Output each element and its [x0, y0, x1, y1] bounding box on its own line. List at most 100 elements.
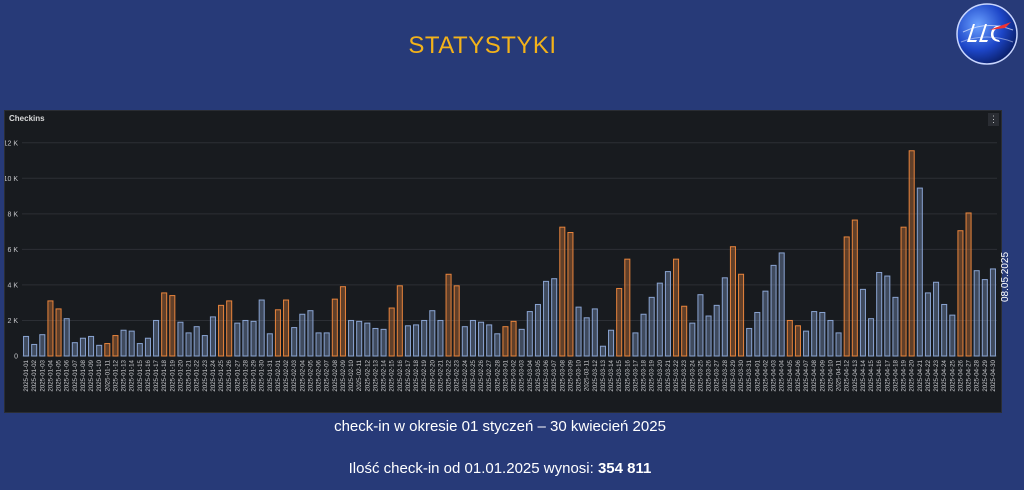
- bar-2025-04-15[interactable]: [868, 318, 875, 357]
- bar-2025-03-06[interactable]: [543, 280, 550, 357]
- bar-2025-03-23[interactable]: [681, 305, 688, 357]
- bar-2025-01-24[interactable]: [209, 316, 216, 357]
- bar-2025-03-31[interactable]: [746, 327, 753, 357]
- bar-2025-02-07[interactable]: [323, 332, 330, 357]
- bar-2025-04-20[interactable]: [908, 150, 915, 357]
- bar-2025-01-02[interactable]: [31, 343, 38, 357]
- bar-2025-04-27[interactable]: [965, 212, 972, 357]
- bar-2025-03-15[interactable]: [616, 287, 623, 357]
- bar-2025-04-01[interactable]: [754, 311, 761, 357]
- bar-2025-03-04[interactable]: [526, 311, 533, 357]
- bar-2025-03-13[interactable]: [599, 345, 606, 357]
- bar-2025-01-19[interactable]: [169, 295, 176, 357]
- bar-2025-04-11[interactable]: [835, 332, 842, 357]
- bar-2025-01-03[interactable]: [39, 334, 46, 357]
- bar-2025-01-07[interactable]: [71, 342, 78, 357]
- panel-menu-icon[interactable]: ⋮: [988, 113, 999, 126]
- bar-2025-03-14[interactable]: [608, 329, 615, 357]
- bar-2025-02-23[interactable]: [453, 285, 460, 357]
- bar-2025-04-25[interactable]: [949, 314, 956, 357]
- bar-2025-04-14[interactable]: [859, 288, 866, 357]
- bar-2025-03-21[interactable]: [664, 271, 671, 357]
- bar-2025-04-04[interactable]: [778, 252, 785, 357]
- bar-2025-03-30[interactable]: [738, 273, 745, 357]
- bar-2025-04-18[interactable]: [892, 296, 899, 357]
- bar-2025-04-29[interactable]: [981, 279, 988, 357]
- bar-2025-01-04[interactable]: [47, 300, 54, 357]
- bar-2025-04-07[interactable]: [803, 330, 810, 357]
- bar-2025-02-28[interactable]: [494, 333, 501, 357]
- bar-2025-03-11[interactable]: [583, 317, 590, 357]
- bar-2025-03-08[interactable]: [559, 226, 566, 357]
- bar-2025-01-01[interactable]: [23, 335, 30, 357]
- bar-2025-01-14[interactable]: [128, 330, 135, 357]
- bar-2025-03-10[interactable]: [575, 306, 582, 357]
- bar-2025-04-12[interactable]: [843, 236, 850, 357]
- bar-2025-01-29[interactable]: [250, 320, 257, 357]
- bar-2025-01-21[interactable]: [185, 332, 192, 357]
- bar-2025-02-11[interactable]: [356, 320, 363, 357]
- bar-2025-04-28[interactable]: [973, 270, 980, 357]
- bar-2025-02-21[interactable]: [437, 319, 444, 357]
- bar-2025-03-26[interactable]: [705, 315, 712, 357]
- bar-2025-02-09[interactable]: [339, 286, 346, 357]
- bar-2025-03-05[interactable]: [534, 303, 541, 357]
- bar-2025-01-15[interactable]: [136, 343, 143, 357]
- bar-2025-02-03[interactable]: [291, 327, 298, 357]
- bar-2025-03-01[interactable]: [502, 326, 509, 357]
- bar-2025-03-22[interactable]: [673, 258, 680, 357]
- bar-2025-03-29[interactable]: [729, 246, 736, 357]
- bar-2025-03-12[interactable]: [591, 308, 598, 357]
- bar-2025-01-16[interactable]: [144, 337, 151, 357]
- bar-2025-04-21[interactable]: [916, 187, 923, 357]
- bar-2025-01-18[interactable]: [161, 292, 168, 357]
- bar-2025-02-05[interactable]: [307, 310, 314, 357]
- bar-2025-01-11[interactable]: [104, 343, 111, 357]
- bar-2025-04-22[interactable]: [924, 292, 931, 357]
- bar-2025-02-20[interactable]: [429, 310, 436, 357]
- bar-2025-03-03[interactable]: [518, 328, 525, 357]
- bar-2025-01-22[interactable]: [193, 326, 200, 357]
- bar-2025-01-28[interactable]: [242, 319, 249, 357]
- bar-2025-01-12[interactable]: [112, 335, 119, 357]
- bar-2025-04-08[interactable]: [811, 311, 818, 357]
- bar-2025-04-05[interactable]: [786, 319, 793, 357]
- bar-2025-02-08[interactable]: [331, 298, 338, 357]
- bar-2025-02-01[interactable]: [274, 309, 281, 357]
- bar-2025-02-15[interactable]: [388, 307, 395, 357]
- bar-2025-04-06[interactable]: [794, 325, 801, 357]
- bar-2025-01-20[interactable]: [177, 321, 184, 357]
- bar-2025-04-30[interactable]: [989, 268, 996, 357]
- bar-2025-04-09[interactable]: [819, 311, 826, 357]
- bar-2025-02-17[interactable]: [404, 325, 411, 357]
- bar-2025-02-26[interactable]: [478, 321, 485, 357]
- bar-2025-04-23[interactable]: [933, 281, 940, 357]
- bar-2025-02-13[interactable]: [372, 327, 379, 357]
- bar-2025-03-19[interactable]: [648, 296, 655, 357]
- bar-2025-03-16[interactable]: [624, 258, 631, 357]
- bar-2025-01-26[interactable]: [226, 300, 233, 357]
- bar-2025-01-17[interactable]: [153, 319, 160, 357]
- bar-2025-03-28[interactable]: [721, 277, 728, 357]
- bar-2025-01-08[interactable]: [79, 337, 86, 357]
- bar-2025-01-10[interactable]: [96, 344, 103, 357]
- bar-2025-01-27[interactable]: [234, 322, 241, 357]
- bar-2025-04-16[interactable]: [876, 271, 883, 357]
- bar-2025-02-27[interactable]: [486, 324, 493, 357]
- bar-2025-02-04[interactable]: [299, 313, 306, 357]
- bar-2025-03-17[interactable]: [632, 332, 639, 357]
- bar-2025-01-30[interactable]: [258, 299, 265, 357]
- bar-2025-02-10[interactable]: [348, 319, 355, 357]
- bar-2025-01-05[interactable]: [55, 308, 62, 357]
- bar-2025-02-18[interactable]: [413, 324, 420, 357]
- bar-2025-01-06[interactable]: [63, 318, 70, 357]
- bar-2025-04-24[interactable]: [941, 303, 948, 357]
- bar-2025-03-18[interactable]: [640, 313, 647, 357]
- bar-2025-03-24[interactable]: [689, 322, 696, 357]
- bar-2025-02-14[interactable]: [380, 328, 387, 357]
- bar-2025-01-31[interactable]: [266, 333, 273, 357]
- bar-2025-02-02[interactable]: [283, 299, 290, 357]
- bar-2025-02-24[interactable]: [461, 326, 468, 357]
- bar-2025-04-03[interactable]: [770, 264, 777, 357]
- bar-2025-01-13[interactable]: [120, 329, 127, 357]
